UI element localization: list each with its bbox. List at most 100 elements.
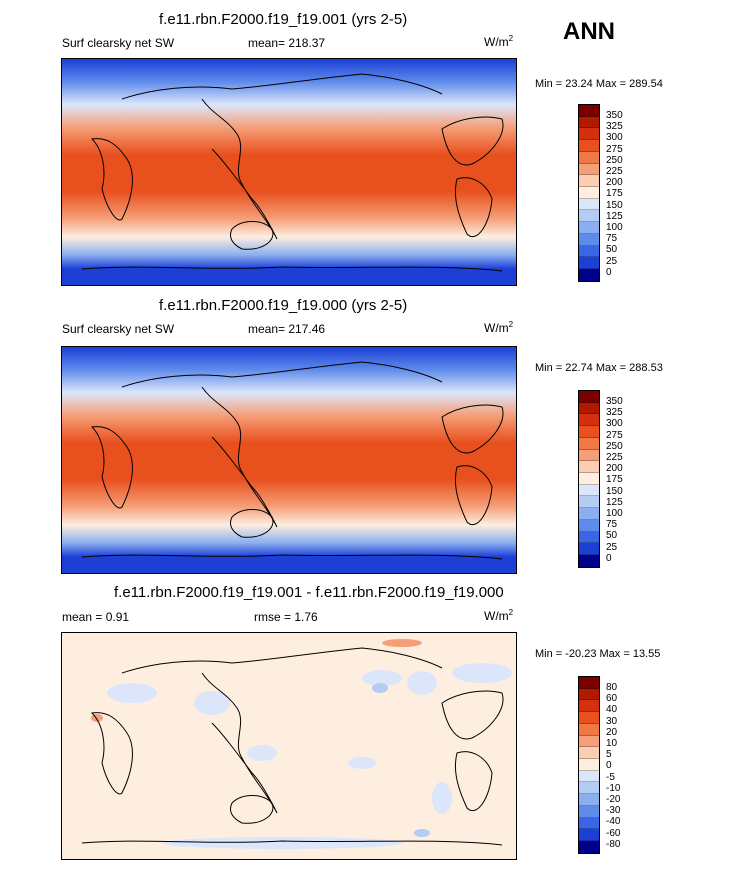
panel3-minmax: Min = -20.23 Max = 13.55 (535, 648, 661, 660)
colorbar-tick-label: 350 (606, 396, 623, 407)
colorbar-tick-label: 325 (606, 121, 623, 133)
colorbar-tick-label: -60 (606, 827, 621, 839)
colorbar-swatch (579, 414, 599, 427)
panel2-units: W/m2 (484, 320, 514, 335)
panel1-colorbar (578, 104, 600, 282)
colorbar-swatch (579, 794, 599, 806)
colorbar-tick-label: 75 (606, 519, 618, 531)
colorbar-swatch (579, 555, 599, 567)
colorbar-swatch (579, 269, 599, 281)
colorbar-tick-label: 300 (606, 418, 623, 430)
season-label: ANN (563, 18, 615, 45)
colorbar-swatch (579, 700, 599, 713)
colorbar-swatch (579, 473, 599, 485)
panel2-colorbar-labels: 350 325 300 275 250 225 200 175 150 125 100 75 50 25 0 (606, 396, 623, 564)
panel3-title: f.e11.rbn.F2000.f19_f19.001 - f.e11.rbn.… (114, 584, 504, 601)
colorbar-swatch (579, 245, 599, 258)
colorbar-swatch (579, 712, 599, 724)
colorbar-swatch (579, 688, 599, 701)
colorbar-tick-label: 250 (606, 154, 623, 166)
colorbar-swatch (579, 437, 599, 450)
colorbar-tick-label: 60 (606, 693, 618, 705)
colorbar-tick-label: 50 (606, 244, 618, 256)
colorbar-tick-label: -30 (606, 805, 621, 817)
colorbar-swatch (579, 829, 599, 842)
panel2-field (62, 347, 516, 573)
colorbar-tick-label: 250 (606, 440, 623, 452)
panel3-colorbar (578, 676, 600, 854)
colorbar-tick-label: -40 (606, 816, 621, 828)
colorbar-swatch (579, 782, 599, 795)
panel1-minmax: Min = 23.24 Max = 289.54 (535, 78, 663, 90)
panel3-rmse: rmse = 1.76 (254, 610, 318, 624)
colorbar-swatch (579, 817, 599, 830)
colorbar-swatch (579, 257, 599, 270)
panel3-field (62, 633, 516, 859)
colorbar-tick-label: 125 (606, 496, 623, 508)
colorbar-swatch (579, 531, 599, 544)
colorbar-tick-label: 150 (606, 485, 623, 497)
colorbar-swatch (579, 508, 599, 520)
colorbar-tick-label: 0 (606, 552, 612, 564)
colorbar-swatch (579, 128, 599, 141)
colorbar-swatch (579, 391, 599, 403)
colorbar-tick-label: 275 (606, 429, 623, 441)
colorbar-swatch (579, 198, 599, 211)
colorbar-tick-label: -20 (606, 794, 621, 806)
colorbar-tick-label: -10 (606, 782, 621, 794)
colorbar-swatch (579, 747, 599, 760)
panel3-units: W/m2 (484, 608, 514, 623)
colorbar-swatch (579, 187, 599, 199)
panel2-title: f.e11.rbn.F2000.f19_f19.000 (yrs 2-5) (159, 297, 408, 314)
colorbar-tick-label: 200 (606, 177, 623, 189)
panel1-units: W/m2 (484, 34, 514, 49)
colorbar-tick-label: 175 (606, 474, 623, 486)
panel3-mean: mean = 0.91 (62, 610, 130, 624)
colorbar-tick-label: -80 (606, 838, 621, 850)
colorbar-swatch (579, 723, 599, 736)
colorbar-swatch (579, 116, 599, 129)
panel3-colorbar-labels: 80 60 40 30 20 10 5 0 -5 -10 -20 -30 -40 -60 -80 (606, 682, 620, 850)
colorbar-swatch (579, 222, 599, 234)
panel2-map (61, 346, 517, 574)
colorbar-swatch (579, 233, 599, 246)
panel1-colorbar-labels: 350 325 300 275 250 225 200 175 150 125 100 75 50 25 0 (606, 110, 623, 278)
panel1-field (62, 59, 516, 285)
colorbar-swatch (579, 461, 599, 474)
colorbar-swatch (579, 496, 599, 509)
colorbar-tick-label: 300 (606, 132, 623, 144)
colorbar-swatch (579, 770, 599, 783)
panel1-map (61, 58, 517, 286)
colorbar-swatch (579, 805, 599, 818)
colorbar-swatch (579, 151, 599, 164)
colorbar-tick-label: 50 (606, 530, 618, 542)
colorbar-tick-label: 40 (606, 704, 618, 716)
colorbar-swatch (579, 449, 599, 462)
colorbar-tick-label: 200 (606, 463, 623, 475)
colorbar-swatch (579, 140, 599, 152)
colorbar-swatch (579, 210, 599, 223)
panel2-minmax: Min = 22.74 Max = 288.53 (535, 362, 663, 374)
colorbar-tick-label: 10 (606, 738, 618, 750)
colorbar-tick-label: 0 (606, 266, 612, 278)
colorbar-swatch (579, 519, 599, 532)
colorbar-tick-label: 225 (606, 166, 623, 178)
colorbar-swatch (579, 677, 599, 689)
panel2-variable: Surf clearsky net SW (62, 322, 175, 336)
colorbar-tick-label: 5 (606, 749, 612, 761)
panel2-mean: mean= 217.46 (248, 322, 326, 336)
colorbar-swatch (579, 841, 599, 853)
panel1-mean: mean= 218.37 (248, 36, 326, 50)
colorbar-tick-label: 30 (606, 715, 618, 727)
colorbar-tick-label: 350 (606, 110, 623, 121)
colorbar-tick-label: 0 (606, 760, 612, 772)
colorbar-swatch (579, 759, 599, 771)
colorbar-swatch (579, 426, 599, 438)
colorbar-tick-label: 150 (606, 199, 623, 211)
colorbar-tick-label: 275 (606, 143, 623, 155)
colorbar-swatch (579, 484, 599, 497)
colorbar-tick-label: 325 (606, 407, 623, 419)
colorbar-tick-label: 20 (606, 726, 618, 738)
panel1-variable: Surf clearsky net SW (62, 36, 175, 50)
colorbar-tick-label: 125 (606, 210, 623, 222)
